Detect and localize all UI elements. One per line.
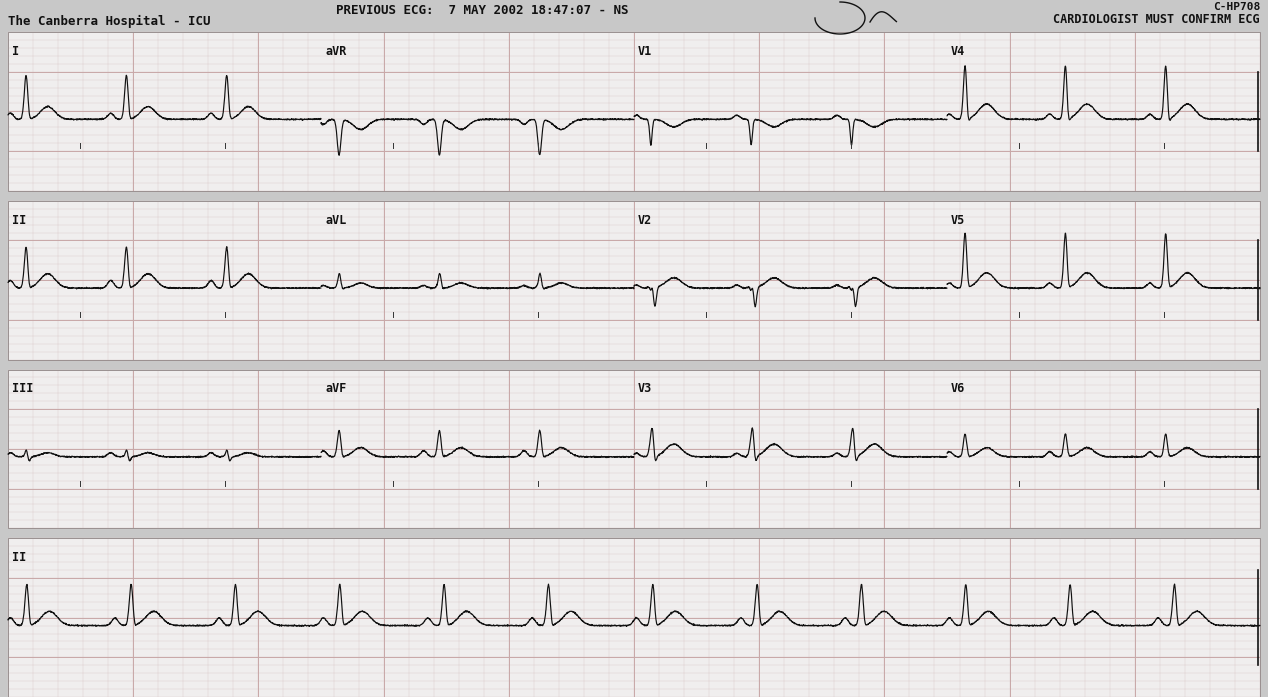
Bar <box>8 32 1260 191</box>
Bar <box>8 538 1260 697</box>
Bar <box>8 538 1260 697</box>
Text: II: II <box>11 551 27 565</box>
Text: V6: V6 <box>951 383 965 395</box>
Text: V5: V5 <box>951 214 965 227</box>
Text: aVL: aVL <box>325 214 346 227</box>
Text: The Canberra Hospital - ICU: The Canberra Hospital - ICU <box>8 15 210 28</box>
Text: III: III <box>11 383 33 395</box>
Bar <box>8 369 1260 528</box>
Text: V3: V3 <box>638 383 652 395</box>
Text: aVR: aVR <box>325 45 346 58</box>
Text: aVF: aVF <box>325 383 346 395</box>
Text: V2: V2 <box>638 214 652 227</box>
Text: CARDIOLOGIST MUST CONFIRM ECG: CARDIOLOGIST MUST CONFIRM ECG <box>1054 13 1260 26</box>
Bar <box>8 32 1260 191</box>
Bar <box>8 201 1260 360</box>
Text: C-HP708: C-HP708 <box>1212 2 1260 12</box>
Text: I: I <box>11 45 19 58</box>
Bar <box>8 201 1260 360</box>
Bar <box>8 369 1260 528</box>
Text: II: II <box>11 214 27 227</box>
Text: V4: V4 <box>951 45 965 58</box>
Text: V1: V1 <box>638 45 652 58</box>
Text: PREVIOUS ECG:  7 MAY 2002 18:47:07 - NS: PREVIOUS ECG: 7 MAY 2002 18:47:07 - NS <box>336 4 628 17</box>
